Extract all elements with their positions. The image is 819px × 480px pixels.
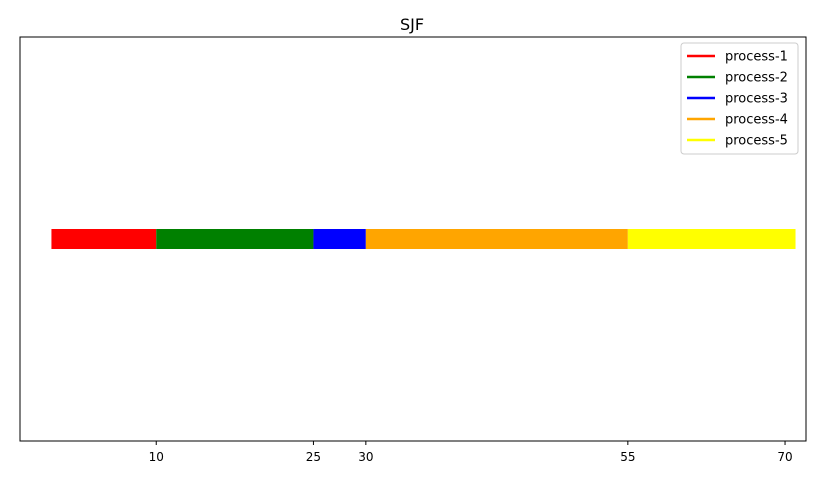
legend-label-process-3: process-3: [725, 92, 788, 107]
x-tick-label: 55: [620, 450, 635, 464]
legend-label-process-4: process-4: [725, 113, 788, 128]
legend-label-process-5: process-5: [725, 134, 788, 149]
legend-label-process-2: process-2: [725, 71, 788, 86]
legend-frame: [680, 42, 799, 155]
bar-process-5: [627, 229, 796, 249]
bars-group: [51, 229, 796, 249]
bar-process-2: [156, 229, 314, 249]
legend-label-process-1: process-1: [725, 50, 788, 65]
x-tick-label: 30: [358, 450, 373, 464]
x-axis-ticks: 10 25 30 55 70: [149, 441, 793, 464]
x-tick-label: 70: [777, 450, 792, 464]
bar-process-1: [51, 229, 157, 249]
x-tick-label: 10: [149, 450, 164, 464]
bar-process-4: [365, 229, 628, 249]
bar-process-3: [313, 229, 366, 249]
chart-title: SJF: [400, 15, 424, 34]
legend: process-1 process-2 process-3 process-4 proc…: [680, 42, 799, 155]
x-tick-label: 25: [306, 450, 321, 464]
